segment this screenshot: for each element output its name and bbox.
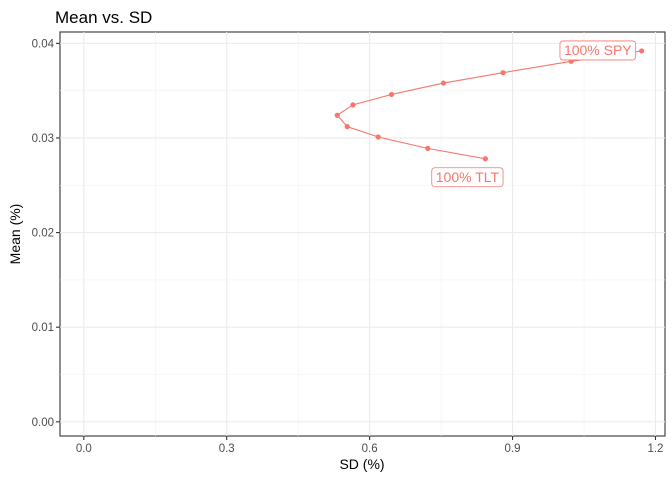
x-tick-label: 0.9: [505, 443, 521, 455]
annotation-label: 100% SPY: [559, 40, 637, 61]
data-point: [500, 70, 506, 76]
data-point: [375, 134, 381, 140]
y-tick-label: 0.01: [32, 322, 54, 334]
data-point: [440, 80, 447, 86]
annotations: 100% SPY 100% TLT: [431, 40, 637, 188]
data-point: [334, 112, 340, 118]
data-point: [482, 156, 489, 162]
plot-panel: [59, 31, 666, 437]
annotation-box: [431, 167, 504, 188]
data-point: [639, 48, 645, 54]
data-point: [388, 91, 395, 98]
x-tick-label: 0.0: [76, 443, 92, 455]
x-tick-label: 0.3: [219, 443, 235, 455]
y-tick-label: 0.00: [32, 417, 54, 429]
x-axis: 0.0 0.3 0.6 0.9 1.2: [76, 436, 663, 455]
annotation-text: 100% SPY: [564, 42, 632, 58]
chart-title: Mean vs. SD: [55, 8, 152, 27]
data-point: [350, 102, 356, 108]
grid-major: [60, 32, 665, 436]
y-axis: 0.00 0.01 0.02 0.03 0.04: [32, 38, 60, 429]
y-tick-label: 0.02: [32, 228, 54, 240]
annotation-box: [559, 40, 637, 61]
y-axis-title: Mean (%): [7, 204, 23, 265]
data-point: [425, 145, 431, 151]
x-tick-label: 1.2: [647, 443, 663, 455]
annotation-text: 100% TLT: [436, 169, 500, 185]
x-tick-label: 0.6: [362, 443, 378, 455]
y-tick-label: 0.04: [32, 38, 55, 50]
annotation-label: 100% TLT: [431, 167, 504, 188]
grid-minor: [60, 32, 665, 436]
x-axis-title: SD (%): [339, 456, 384, 472]
data-point: [344, 124, 350, 130]
y-tick-label: 0.03: [32, 133, 54, 145]
